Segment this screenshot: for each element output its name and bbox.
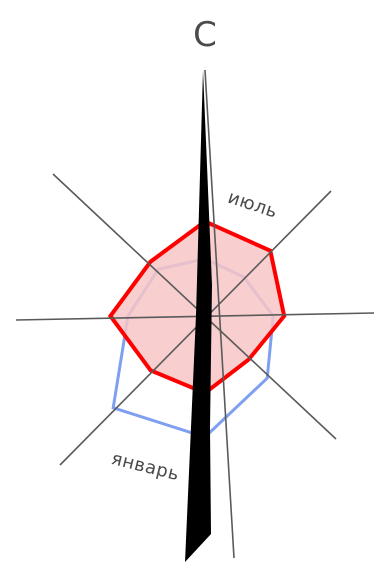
- axis-north-south: [204, 69, 235, 559]
- axis-nw-se: [52, 173, 337, 440]
- north-needle: [185, 70, 212, 562]
- july-series-label: июль: [225, 187, 280, 223]
- january-series-label: январь: [109, 448, 181, 485]
- north-label: С: [193, 15, 217, 55]
- axis-east-west: [15, 312, 375, 321]
